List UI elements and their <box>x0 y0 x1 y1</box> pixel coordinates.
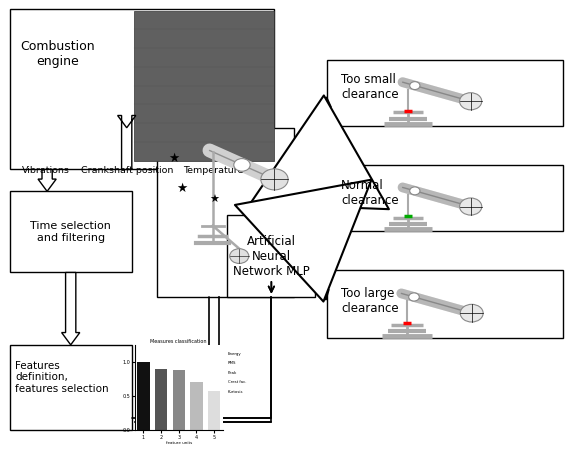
Circle shape <box>410 81 420 90</box>
Bar <box>134 11 274 161</box>
Text: Too small
clearance: Too small clearance <box>341 73 398 101</box>
Text: Features
definition,
features selection: Features definition, features selection <box>15 361 109 394</box>
Text: ★: ★ <box>176 182 188 195</box>
Text: ★: ★ <box>168 152 180 165</box>
Text: ★: ★ <box>210 195 220 205</box>
Bar <box>327 60 563 126</box>
Text: Normal
clearance: Normal clearance <box>341 179 398 207</box>
Polygon shape <box>310 188 327 207</box>
Bar <box>327 165 563 231</box>
Circle shape <box>460 93 482 110</box>
Circle shape <box>460 198 482 215</box>
Circle shape <box>234 158 250 171</box>
Circle shape <box>460 304 483 322</box>
Bar <box>327 270 563 338</box>
Text: Too large
clearance: Too large clearance <box>341 287 398 315</box>
Bar <box>10 9 274 170</box>
Circle shape <box>409 293 419 301</box>
Text: Temperature: Temperature <box>183 166 243 175</box>
Text: Artificial
Neural
Network MLP: Artificial Neural Network MLP <box>233 234 310 278</box>
Text: Vibrations: Vibrations <box>21 166 69 175</box>
Polygon shape <box>118 116 136 170</box>
Circle shape <box>261 169 288 190</box>
Text: Combustion
engine: Combustion engine <box>21 40 95 68</box>
Polygon shape <box>38 170 56 191</box>
Bar <box>10 345 132 430</box>
Text: Time selection
and filtering: Time selection and filtering <box>30 221 111 243</box>
Polygon shape <box>61 273 80 345</box>
Circle shape <box>410 187 420 195</box>
Bar <box>10 191 132 273</box>
Circle shape <box>230 249 249 263</box>
Bar <box>157 128 294 297</box>
Bar <box>227 216 316 297</box>
Text: Crankshaft position: Crankshaft position <box>80 166 173 175</box>
